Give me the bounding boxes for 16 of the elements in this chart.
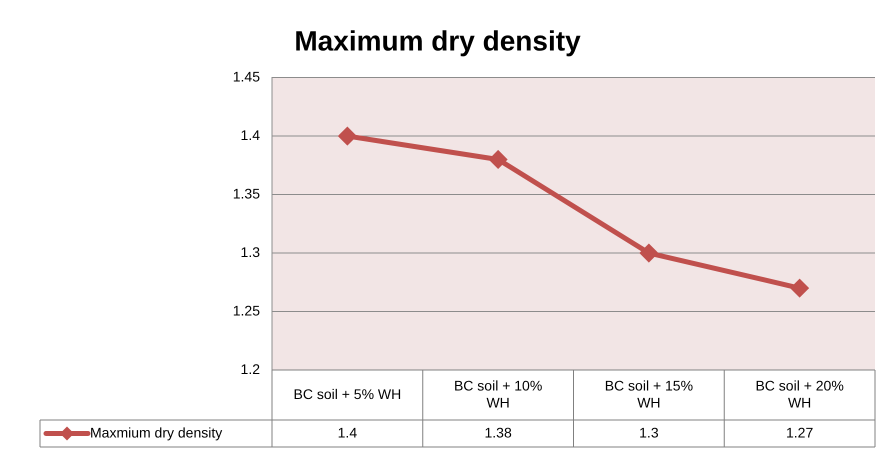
x-tick-label: BC soil + 15% WH	[604, 377, 694, 410]
chart-title: Maximum dry density	[294, 26, 582, 57]
legend-label: Maxmium dry density	[90, 424, 222, 440]
data-label: 1.38	[484, 424, 512, 440]
y-tick-label: 1.45	[232, 68, 260, 84]
y-tick-label: 1.2	[240, 360, 260, 377]
data-label: 1.27	[786, 424, 814, 440]
x-tick-label: BC soil + 5% WH	[294, 386, 402, 402]
y-tick-label: 1.25	[232, 302, 260, 318]
data-label: 1.4	[338, 424, 358, 440]
x-tick-label: BC soil + 10% WH	[454, 377, 542, 410]
data-label: 1.3	[639, 424, 659, 440]
x-tick-label: BC soil + 20% WH	[755, 377, 844, 410]
y-tick-label: 1.3	[240, 244, 260, 260]
y-tick-label: 1.4	[240, 126, 260, 143]
y-tick-label: 1.35	[232, 185, 260, 202]
